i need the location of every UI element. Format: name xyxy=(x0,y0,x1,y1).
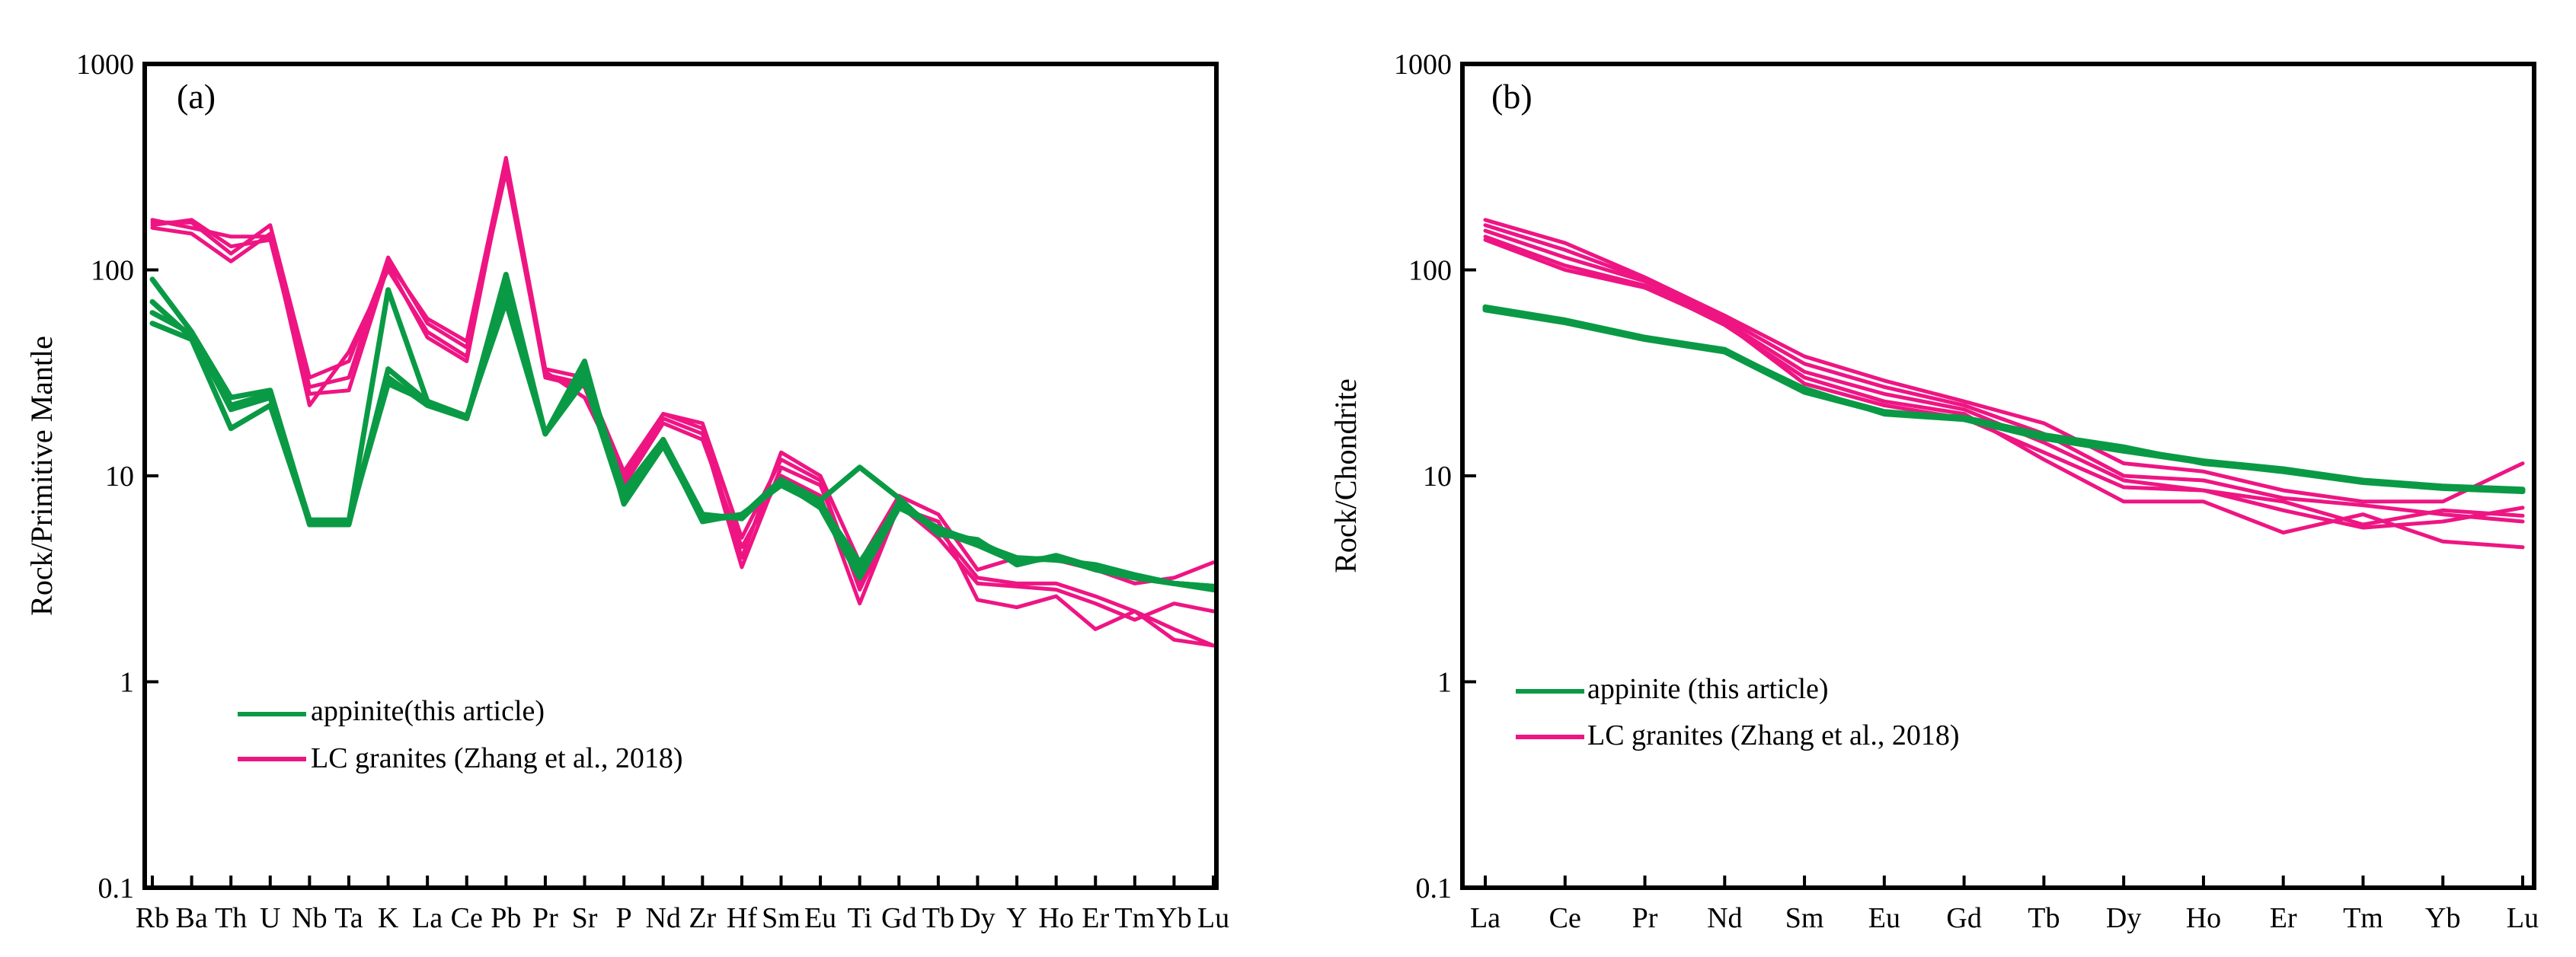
series-line-granite-3 xyxy=(150,164,1216,622)
panel-b-y-ticks: 0.1 1 10 100 1000 xyxy=(1394,49,1476,904)
series-line-appinite-4 xyxy=(149,298,1216,589)
series-line-granite-2 xyxy=(150,169,1216,648)
y-tick-label: 100 xyxy=(1408,255,1452,287)
series-line-appinite-3 xyxy=(1482,307,2526,493)
x-tick-label-pr: Pr xyxy=(1632,902,1658,934)
x-tick-label-y: Y xyxy=(1006,902,1027,934)
y-tick-label: 10 xyxy=(1423,461,1452,493)
panel-b-series-group xyxy=(1482,218,2526,550)
x-tick-label-ti: Ti xyxy=(847,902,871,934)
x-tick-label-eu: Eu xyxy=(804,902,836,934)
panel-b-legend: appinite (this article) LC granites (Zha… xyxy=(1516,673,1960,751)
x-tick-label-hf: Hf xyxy=(727,902,757,934)
legend-granite-label: LC granites (Zhang et al., 2018) xyxy=(311,742,683,774)
x-tick-label-dy: Dy xyxy=(960,902,995,934)
x-tick-label-lu: Lu xyxy=(1197,902,1229,934)
y-tick-label: 100 xyxy=(91,255,134,287)
x-tick-label-tm: Tm xyxy=(2343,902,2383,934)
x-tick-label-pr: Pr xyxy=(532,902,558,934)
x-tick-label-la: La xyxy=(1470,902,1501,934)
panel-a-primitive-mantle-chart: 0.1 1 10 100 1000 Rb Ba Th U Nb Ta K La Ce Pb Pr Sr P Nd Z… xyxy=(24,49,1229,934)
series-line-granite-2 xyxy=(1483,223,2525,524)
x-tick-label-nd: Nd xyxy=(1707,902,1742,934)
x-tick-label-th: Th xyxy=(215,902,247,934)
legend-appinite-label: appinite(this article) xyxy=(311,695,545,727)
panel-b-label: (b) xyxy=(1491,77,1532,116)
series-line-granite-1 xyxy=(1483,218,2525,504)
x-tick-label-u: U xyxy=(260,902,280,934)
x-tick-label-la: La xyxy=(412,902,443,934)
y-tick-label: 1000 xyxy=(76,49,134,81)
x-tick-label-dy: Dy xyxy=(2106,902,2141,934)
x-tick-label-ho: Ho xyxy=(2186,902,2221,934)
x-tick-label-er: Er xyxy=(1082,902,1109,934)
x-tick-label-k: K xyxy=(378,902,399,934)
x-tick-label-ta: Ta xyxy=(334,902,363,934)
y-tick-label: 10 xyxy=(105,461,134,493)
x-tick-label-nb: Nb xyxy=(292,902,327,934)
y-tick-label: 1 xyxy=(1437,667,1452,699)
panel-b-x-ticks: La Ce Pr Nd Sm Eu Gd Tb Dy Ho Er Tm Yb Lu xyxy=(1470,876,2539,934)
series-line-granite-5 xyxy=(1483,238,2525,527)
x-tick-label-tb: Tb xyxy=(922,902,954,934)
legend-granite-label: LC granites (Zhang et al., 2018) xyxy=(1587,719,1960,751)
y-tick-label: 0.1 xyxy=(98,872,135,904)
x-tick-label-sm: Sm xyxy=(1785,902,1824,934)
panel-a-y-axis-title: Rock/Primitive Mantle xyxy=(24,336,59,616)
x-tick-label-sm: Sm xyxy=(762,902,801,934)
x-tick-label-ce: Ce xyxy=(1549,902,1581,934)
x-tick-label-pb: Pb xyxy=(491,902,521,934)
panel-b-chondrite-chart: 0.1 1 10 100 1000 La Ce Pr Nd Sm Eu Gd Tb Dy Ho Er Tm Yb… xyxy=(1328,49,2539,934)
panel-b-y-axis-title: Rock/Chondrite xyxy=(1328,378,1363,573)
x-tick-label-er: Er xyxy=(2270,902,2297,934)
x-tick-label-tb: Tb xyxy=(2028,902,2060,934)
x-tick-label-zr: Zr xyxy=(689,902,716,934)
x-tick-label-lu: Lu xyxy=(2507,902,2539,934)
y-tick-label: 1 xyxy=(120,667,134,699)
series-line-granite-4 xyxy=(150,161,1216,648)
y-tick-label: 1000 xyxy=(1394,49,1452,81)
x-tick-label-sr: Sr xyxy=(572,902,598,934)
x-tick-label-ce: Ce xyxy=(451,902,483,934)
panel-a-y-ticks: 0.1 1 10 100 1000 xyxy=(76,49,158,904)
x-tick-label-yb: Yb xyxy=(2425,902,2460,934)
panel-a-series-group xyxy=(149,155,1216,648)
x-tick-label-rb: Rb xyxy=(136,902,169,934)
x-tick-label-nd: Nd xyxy=(645,902,680,934)
x-tick-label-yb: Yb xyxy=(1156,902,1191,934)
x-tick-label-ho: Ho xyxy=(1038,902,1073,934)
panel-a-legend: appinite(this article) LC granites (Zhan… xyxy=(238,695,683,774)
x-tick-label-p: P xyxy=(616,902,632,934)
panel-a-label: (a) xyxy=(177,77,216,116)
x-tick-label-tm: Tm xyxy=(1114,902,1155,934)
x-tick-label-gd: Gd xyxy=(881,902,916,934)
legend-appinite-label: appinite (this article) xyxy=(1587,673,1829,705)
x-tick-label-eu: Eu xyxy=(1868,902,1900,934)
panel-a-x-ticks: Rb Ba Th U Nb Ta K La Ce Pb Pr Sr P Nd Zr Hf Sm Eu Ti Gd Tb D… xyxy=(136,876,1229,934)
y-tick-label: 0.1 xyxy=(1416,872,1453,904)
x-tick-label-ba: Ba xyxy=(175,902,207,934)
x-tick-label-gd: Gd xyxy=(1946,902,1981,934)
